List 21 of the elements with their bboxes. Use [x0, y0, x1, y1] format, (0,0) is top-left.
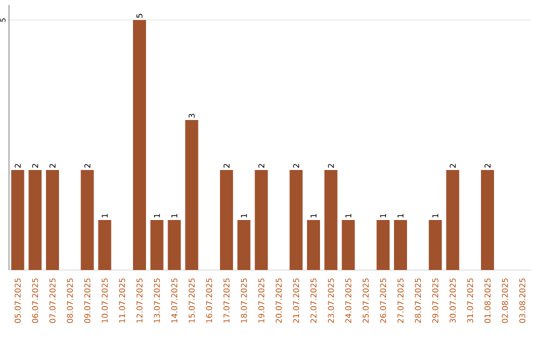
bar: [80, 170, 94, 270]
bar: [185, 120, 198, 270]
bar: [11, 170, 24, 270]
bar: [46, 170, 59, 270]
bar: [307, 220, 320, 270]
bar: [254, 170, 268, 270]
bar: [150, 220, 164, 270]
bar: [446, 170, 460, 270]
bar: [290, 170, 303, 270]
bar: [394, 220, 408, 270]
bar: [481, 170, 494, 270]
bar: [98, 220, 112, 270]
bar: [428, 220, 442, 270]
bar: [133, 20, 146, 270]
bar: [237, 220, 250, 270]
bar: [376, 220, 390, 270]
bar: [324, 170, 338, 270]
bar: [28, 170, 42, 270]
bar: [220, 170, 234, 270]
bar: [342, 220, 355, 270]
bar: [168, 220, 181, 270]
